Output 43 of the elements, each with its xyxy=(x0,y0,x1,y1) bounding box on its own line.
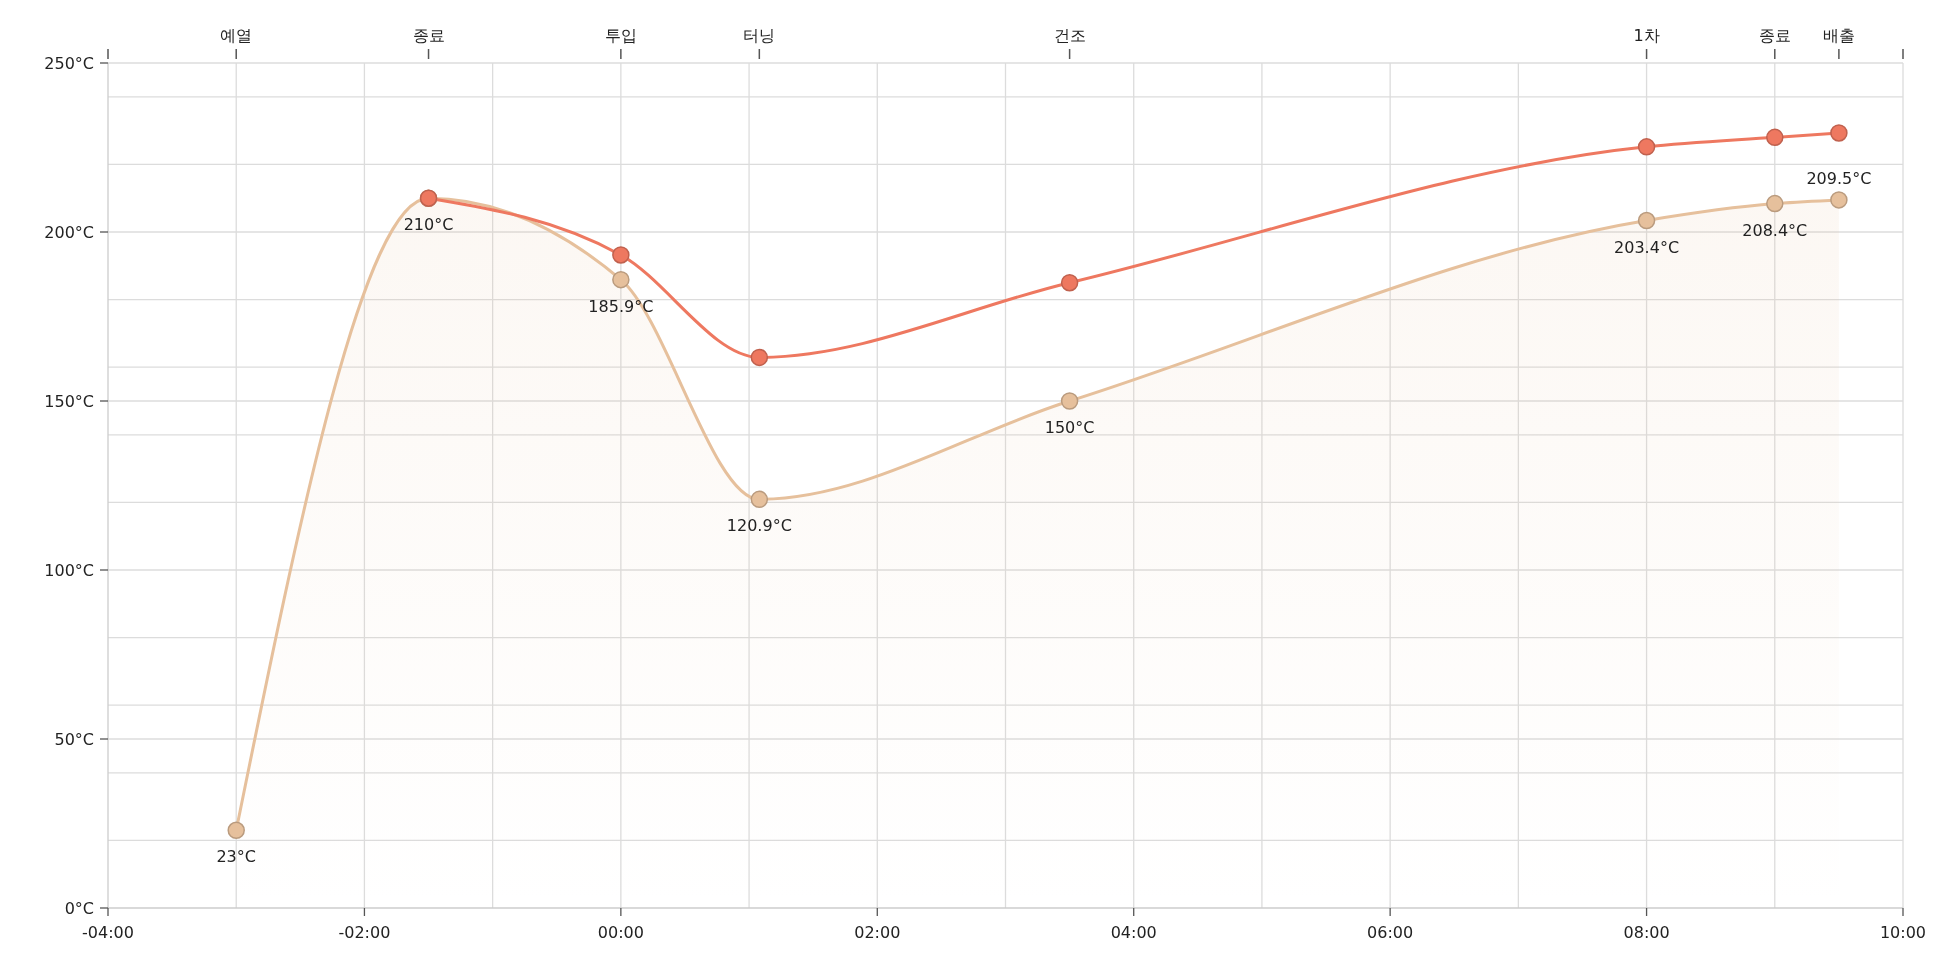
point xyxy=(612,270,630,289)
ref-line-label: 종료 xyxy=(412,26,445,45)
data-label: 150°C xyxy=(1044,418,1095,437)
x-tick-label: 10:00 xyxy=(1879,923,1927,942)
y-tick-label: 0°C xyxy=(64,898,94,918)
y-tick-label: 150°C xyxy=(44,391,94,411)
x-tick-label: 04:00 xyxy=(1110,923,1157,942)
data-label: 208.4°C xyxy=(1742,220,1808,240)
x-tick-label: 08:00 xyxy=(1623,923,1670,942)
data-label: 185.9°C xyxy=(588,296,654,316)
point xyxy=(1060,392,1079,410)
y-tick-label: 200°C xyxy=(44,222,94,242)
x-tick-label: -02:00 xyxy=(338,923,391,942)
point xyxy=(1830,191,1848,209)
point xyxy=(612,246,630,264)
ref-line-label: 배출 xyxy=(1822,26,1855,45)
ref-line-label: 1차 xyxy=(1633,26,1660,45)
data-label: 203.4°C xyxy=(1614,237,1680,257)
data-label: 23°C xyxy=(216,847,256,867)
ref-line-label: 종료 xyxy=(1758,26,1791,45)
data-label: 210°C xyxy=(403,215,454,235)
y-tick-label: 250°C xyxy=(44,53,94,73)
point xyxy=(750,348,769,367)
point xyxy=(1060,273,1079,292)
y-tick-label: 100°C xyxy=(44,560,94,580)
x-tick-label: -04:00 xyxy=(82,923,134,942)
x-tick-label: 06:00 xyxy=(1367,923,1414,942)
x-tick-label: 00:00 xyxy=(597,923,644,942)
y-tick-label: 50°C xyxy=(54,729,94,749)
point xyxy=(1766,194,1784,213)
point xyxy=(1830,124,1848,142)
data-label: 120.9°C xyxy=(726,516,792,536)
ref-line-label: 터닝 xyxy=(743,26,776,45)
point xyxy=(1766,128,1784,147)
ref-line-label: 건조 xyxy=(1053,26,1086,45)
point xyxy=(750,490,769,509)
point xyxy=(1637,138,1656,156)
ref-line-label: 투입 xyxy=(604,26,637,45)
data-label: 209.5°C xyxy=(1806,168,1872,188)
ref-line-label: 예열 xyxy=(220,26,253,45)
point xyxy=(227,821,245,840)
point xyxy=(1637,211,1656,230)
x-tick-label: 02:00 xyxy=(854,923,901,942)
